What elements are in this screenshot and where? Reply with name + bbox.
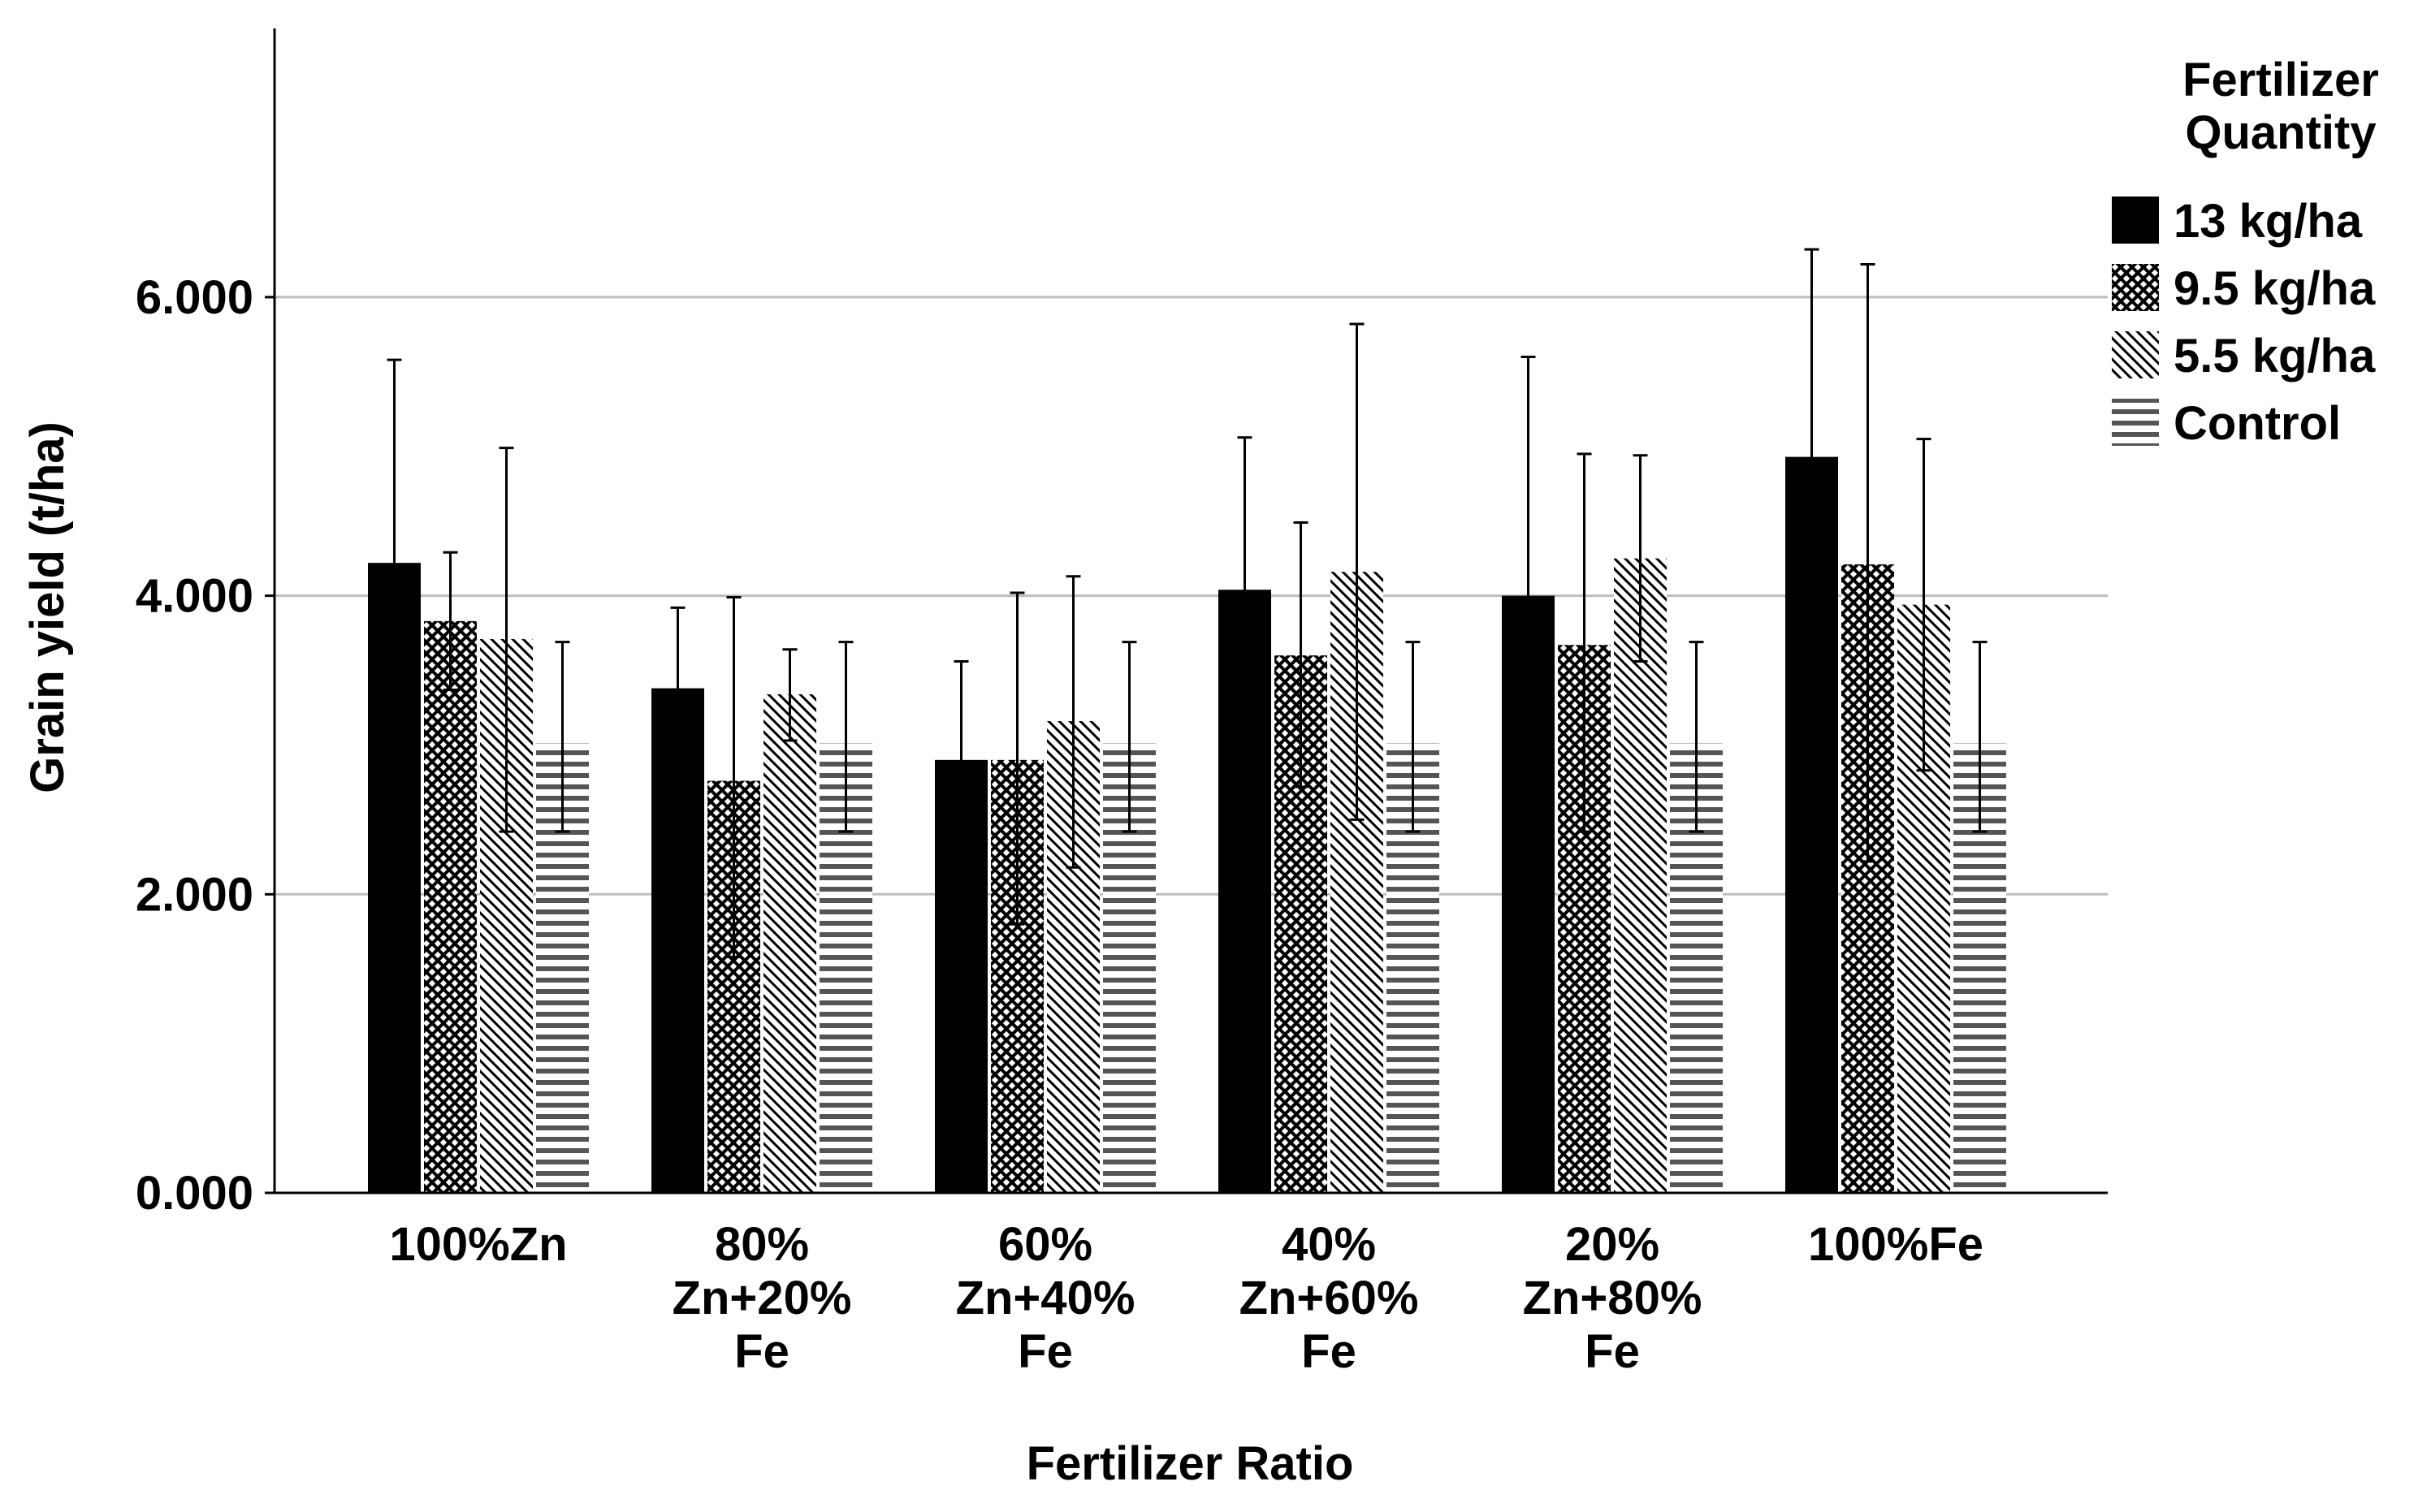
error-bar bbox=[1293, 521, 1309, 788]
bar-13-kg-ha bbox=[651, 688, 704, 1193]
bar-5-5-kg-ha bbox=[763, 693, 816, 1193]
x-category-label: 80% Zn+20% Fe bbox=[673, 1218, 852, 1378]
legend-label-control: Control bbox=[2174, 397, 2341, 450]
legend-items: 13 kg/ha 9.5 kg/ha 5.5 kg/ha Control bbox=[2112, 195, 2376, 450]
legend-title-line-2: Quantity bbox=[2185, 106, 2376, 159]
error-bar bbox=[555, 641, 570, 833]
error-bar bbox=[1916, 438, 1931, 772]
error-bar bbox=[1237, 436, 1252, 746]
error-bar bbox=[782, 648, 798, 742]
x-category-label: 40% Zn+60% Fe bbox=[1239, 1218, 1419, 1378]
x-category-label: 60% Zn+40% Fe bbox=[956, 1218, 1135, 1378]
legend-swatch-9-5-kg-ha bbox=[2112, 264, 2159, 311]
error-bars bbox=[387, 248, 1988, 959]
error-bar bbox=[1349, 322, 1365, 821]
error-bar bbox=[670, 606, 686, 769]
y-tick-label: 6.000 bbox=[136, 271, 253, 324]
error-bar bbox=[1405, 641, 1421, 833]
legend: Fertilizer Quantity 13 kg/ha 9.5 kg/ha 5.5… bbox=[2112, 54, 2379, 450]
y-axis-title: Grain yield (t/ha) bbox=[21, 421, 74, 793]
error-bar bbox=[499, 447, 514, 833]
y-tick-label: 2.000 bbox=[136, 868, 253, 921]
x-category-label: 100%Fe bbox=[1808, 1218, 1983, 1271]
error-bar bbox=[1633, 454, 1648, 663]
error-bar bbox=[954, 660, 969, 858]
error-bar bbox=[387, 358, 402, 769]
legend-label-5-5-kg-ha: 5.5 kg/ha bbox=[2174, 330, 2376, 382]
x-category-labels: 100%Zn 80% Zn+20% Fe 60% Zn+40% Fe 40% Zn+60% Fe 2… bbox=[389, 1218, 1983, 1378]
x-category-label: 20% Zn+80% Fe bbox=[1523, 1218, 1702, 1378]
error-bar bbox=[838, 641, 854, 833]
legend-swatch-5-5-kg-ha bbox=[2112, 331, 2159, 378]
error-bar bbox=[1010, 591, 1025, 926]
legend-title-line-1: Fertilizer bbox=[2182, 54, 2379, 106]
error-bar bbox=[1066, 575, 1081, 869]
error-bar bbox=[1122, 641, 1137, 833]
error-bar bbox=[1577, 452, 1592, 833]
error-bar bbox=[443, 551, 458, 691]
y-tick-labels: 0.000 2.000 4.000 6.000 bbox=[136, 271, 253, 1220]
x-axis-title: Fertilizer Ratio bbox=[1027, 1437, 1354, 1490]
bar-5-5-kg-ha bbox=[1614, 558, 1667, 1193]
error-bar bbox=[1520, 355, 1536, 836]
legend-swatch-13-kg-ha bbox=[2112, 197, 2159, 244]
y-tick-label: 4.000 bbox=[136, 570, 253, 623]
y-tick-label: 0.000 bbox=[136, 1167, 253, 1220]
legend-swatch-control bbox=[2112, 399, 2159, 446]
error-bar bbox=[1860, 262, 1875, 863]
error-bar bbox=[726, 595, 742, 959]
error-bar bbox=[1689, 641, 1704, 833]
bars bbox=[368, 456, 2006, 1193]
legend-label-9-5-kg-ha: 9.5 kg/ha bbox=[2174, 262, 2376, 315]
error-bar bbox=[1804, 248, 1819, 664]
legend-label-13-kg-ha: 13 kg/ha bbox=[2174, 195, 2363, 248]
x-category-label: 100%Zn bbox=[389, 1218, 567, 1271]
bar-9-5-kg-ha bbox=[424, 620, 477, 1193]
error-bar bbox=[1972, 641, 1988, 833]
axes bbox=[265, 28, 2108, 1194]
